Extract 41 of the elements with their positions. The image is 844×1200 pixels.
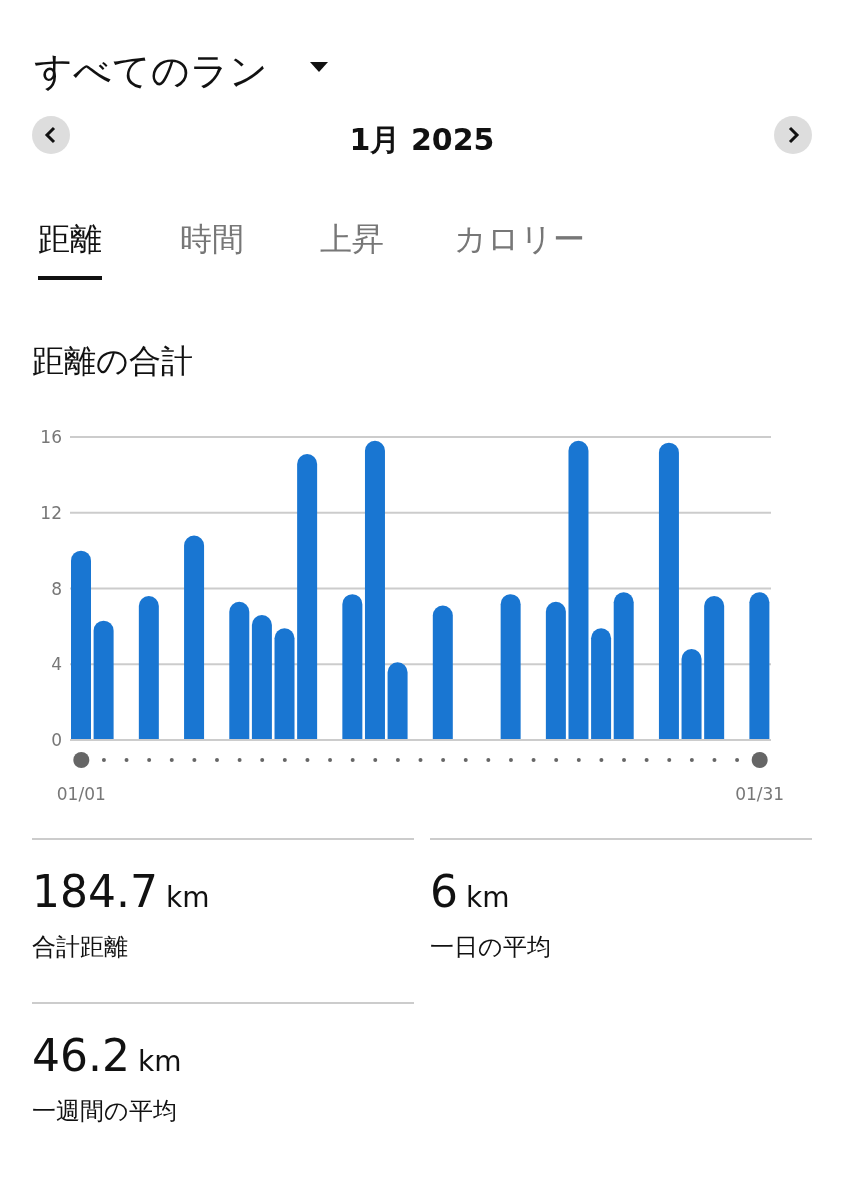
text: 46.2 km: [32, 1030, 182, 1081]
text: カロリー: [454, 219, 585, 260]
text: 184.7 km: [32, 866, 210, 917]
text: 1月 2025: [348, 121, 496, 159]
bar: [681, 649, 702, 740]
bar: [274, 628, 295, 740]
bar: [658, 442, 679, 740]
bar: [568, 440, 589, 740]
text: 時間: [180, 219, 244, 260]
bar: [251, 615, 272, 740]
bar: [387, 662, 408, 740]
bar: [71, 550, 91, 740]
chart-title: 距離の合計: [32, 341, 193, 382]
text: 一日の平均: [430, 932, 551, 963]
bar: [184, 535, 205, 740]
y-tick-label: 16: [40, 427, 62, 448]
bar: [591, 628, 612, 740]
y-tick-label: 8: [51, 578, 62, 599]
bar: [500, 594, 521, 740]
bar: [342, 594, 363, 740]
bar: [432, 605, 453, 740]
bar: [545, 601, 566, 740]
bar: [297, 454, 318, 740]
bar: [749, 592, 770, 740]
bar: [229, 601, 250, 740]
text: 6 km: [430, 866, 510, 917]
text: 上昇: [320, 219, 384, 260]
x-tick-label: 01/31: [735, 784, 785, 804]
y-tick-label: 4: [51, 654, 62, 675]
bar: [93, 620, 114, 740]
y-tick-label: 12: [40, 502, 62, 523]
bar: [613, 592, 634, 740]
text: 一週間の平均: [32, 1096, 178, 1127]
text: 合計距離: [32, 932, 129, 963]
bar: [704, 596, 725, 740]
text: すべてのラン: [34, 48, 268, 95]
bar: [138, 596, 159, 740]
text: 距離: [38, 219, 102, 260]
bar: [364, 440, 385, 740]
x-tick-label: 01/01: [56, 784, 106, 804]
y-tick-label: 0: [51, 730, 62, 751]
